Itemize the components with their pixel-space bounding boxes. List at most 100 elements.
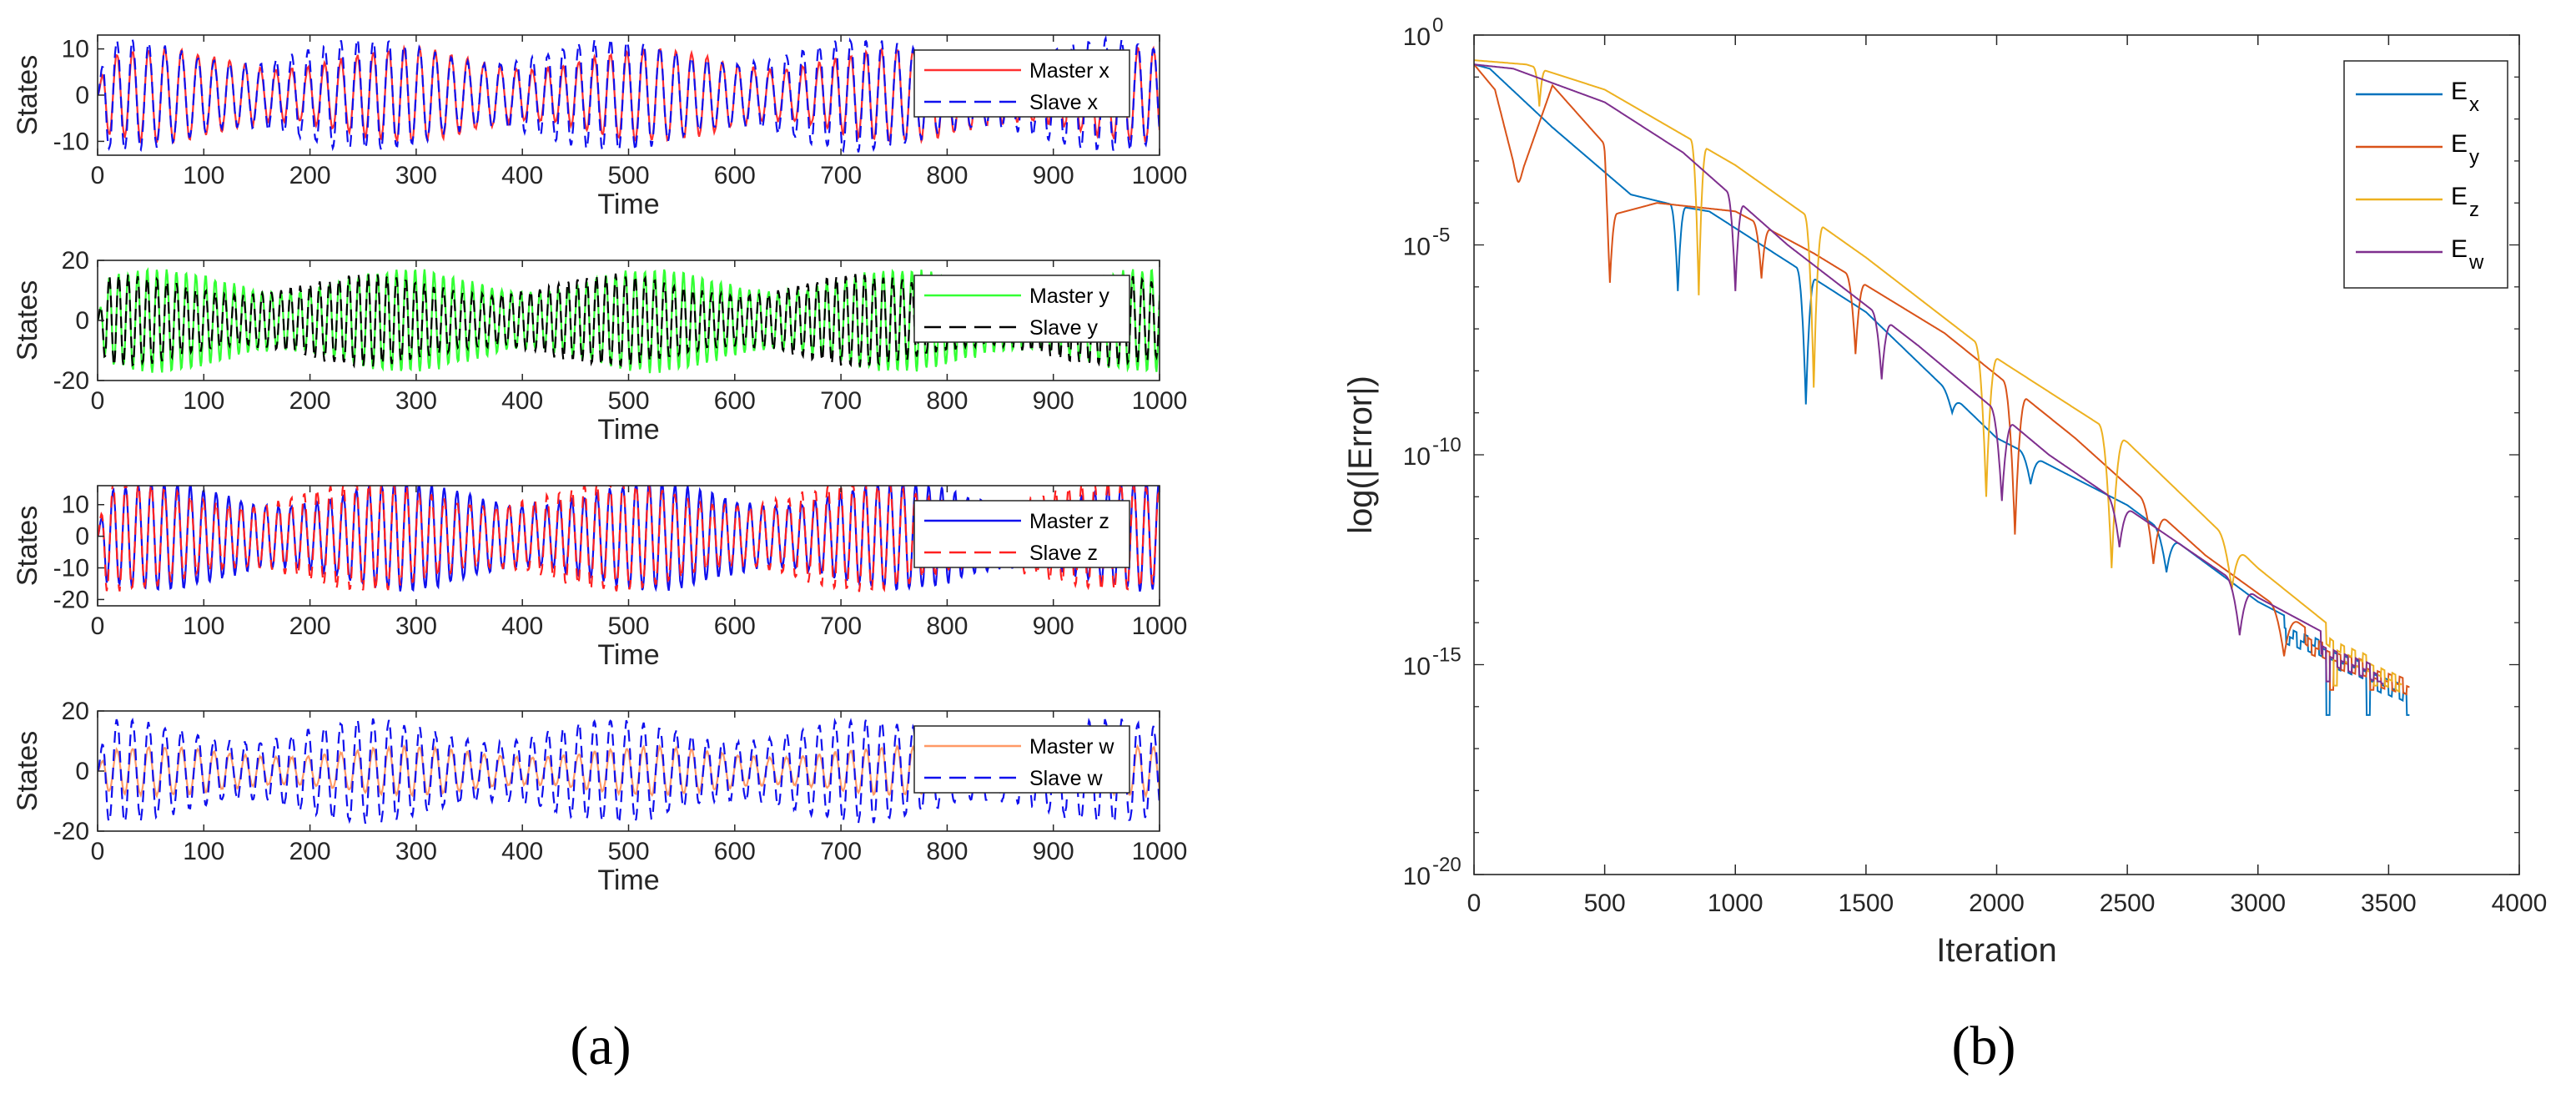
y-tick-base: 10	[1403, 234, 1431, 261]
x-tick-label: 100	[183, 162, 224, 189]
x-tick-label: 500	[607, 838, 649, 865]
x-tick-label: 500	[1584, 890, 1626, 917]
x-tick-label: 600	[714, 387, 756, 415]
legend-label: Master y	[1029, 285, 1109, 308]
y-tick-label: 0	[75, 523, 89, 551]
y-tick-exponent: -5	[1432, 224, 1450, 247]
x-tick-label: 3000	[2230, 890, 2286, 917]
series-ey	[1474, 63, 2410, 696]
y-axis-label: States	[12, 731, 43, 811]
x-tick-label: 1000	[1132, 162, 1188, 189]
subplot-x: 0 100 200 300 400 500 600 700 800 900 1000-10010Ti…	[12, 34, 1188, 220]
series-ew	[1474, 63, 2384, 685]
legend-label-sub: z	[2469, 199, 2479, 221]
x-tick-label: 300	[395, 387, 437, 415]
y-tick-exponent: 0	[1432, 14, 1443, 37]
x-tick-label: 800	[926, 387, 968, 415]
x-axis-label: Time	[597, 189, 659, 220]
x-tick-label: 900	[1033, 162, 1074, 189]
x-tick-label: 400	[501, 162, 543, 189]
y-tick-label: -20	[53, 586, 89, 613]
legend-label: Slave z	[1029, 542, 1098, 565]
y-tick-label: 10 -20	[1403, 854, 1462, 890]
series-group	[1474, 59, 2410, 716]
series-slave-y	[98, 273, 1160, 369]
series-ex	[1474, 63, 2410, 716]
x-tick-label: 1000	[1132, 838, 1188, 865]
subplot-y: 0 100 200 300 400 500 600 700 800 900 1000-20020Ti…	[12, 247, 1187, 446]
series-ez	[1474, 59, 2402, 693]
y-tick-label: 0	[75, 82, 89, 109]
subplot-w: 0 100 200 300 400 500 600 700 800 900 1000-20020Ti…	[12, 698, 1187, 896]
x-tick-label: 700	[820, 387, 862, 415]
y-tick-label: -10	[53, 128, 89, 155]
x-tick-label: 900	[1033, 387, 1074, 415]
x-tick-label: 300	[395, 838, 437, 865]
x-tick-label: 200	[289, 613, 331, 640]
x-tick-label: 700	[820, 613, 862, 640]
x-axis-label: Iteration	[1936, 932, 2057, 969]
x-tick-label: 0	[91, 838, 105, 865]
x-axis-label: Time	[597, 414, 659, 446]
y-tick-label: -20	[53, 367, 89, 395]
y-tick-base: 10	[1403, 653, 1431, 681]
legend-label-sub: w	[2468, 251, 2484, 274]
y-tick-base: 10	[1403, 863, 1431, 890]
y-axis-label: States	[12, 280, 43, 360]
legend-label: Master w	[1029, 735, 1114, 759]
x-axis-label: Time	[597, 865, 659, 896]
x-axis-label: Time	[597, 639, 659, 671]
x-tick-label: 3500	[2361, 890, 2417, 917]
legend-label-base: E	[2451, 183, 2468, 210]
x-tick-label: 0	[91, 387, 105, 415]
y-tick-label: 10 0	[1403, 14, 1444, 51]
legend-box	[913, 275, 1130, 343]
legend-label-sub: x	[2469, 93, 2479, 116]
y-tick-label: 10	[62, 492, 89, 519]
x-tick-label: 1000	[1708, 890, 1763, 917]
x-tick-label: 0	[91, 162, 105, 189]
x-tick-label: 800	[926, 838, 968, 865]
legend-label: Slave x	[1029, 91, 1098, 114]
legend-label-sub: y	[2469, 146, 2479, 169]
x-tick-label: 600	[714, 162, 756, 189]
x-tick-label: 200	[289, 387, 331, 415]
series-slave-w	[98, 717, 1160, 826]
y-tick-base: 10	[1403, 23, 1431, 51]
x-tick-label: 200	[289, 838, 331, 865]
x-tick-label: 500	[607, 162, 649, 189]
legend-box	[913, 49, 1130, 118]
y-tick-label: -20	[53, 818, 89, 845]
x-tick-label: 500	[607, 387, 649, 415]
y-tick-base: 10	[1403, 443, 1431, 471]
legend-label-base: E	[2451, 130, 2468, 158]
y-tick-label: 0	[75, 307, 89, 335]
x-tick-label: 200	[289, 162, 331, 189]
legend: Master w Slave w	[913, 725, 1130, 794]
caption-b: (b)	[1952, 1016, 2016, 1076]
caption-a: (a)	[570, 1016, 631, 1076]
x-tick-label: 100	[183, 838, 224, 865]
x-tick-label: 1000	[1132, 387, 1188, 415]
y-tick-label: -10	[53, 555, 89, 582]
x-tick-label: 400	[501, 387, 543, 415]
x-tick-label: 700	[820, 162, 862, 189]
y-tick-label: 20	[62, 698, 89, 725]
y-axis-label: States	[12, 506, 43, 586]
panel-a-subplots: 0 100 200 300 400 500 600 700 800 900 1000-10010Ti…	[12, 34, 1188, 896]
x-tick-label: 0	[1467, 890, 1482, 917]
y-tick-label: 20	[62, 247, 89, 275]
x-tick-label: 300	[395, 613, 437, 640]
y-tick-exponent: -15	[1432, 644, 1462, 667]
legend-label-base: E	[2451, 78, 2468, 105]
y-tick-label: 10 -10	[1403, 434, 1462, 471]
y-tick-label: 0	[75, 758, 89, 785]
legend-label: Master z	[1029, 510, 1109, 533]
y-tick-label: 10	[62, 36, 89, 63]
x-tick-label: 600	[714, 613, 756, 640]
